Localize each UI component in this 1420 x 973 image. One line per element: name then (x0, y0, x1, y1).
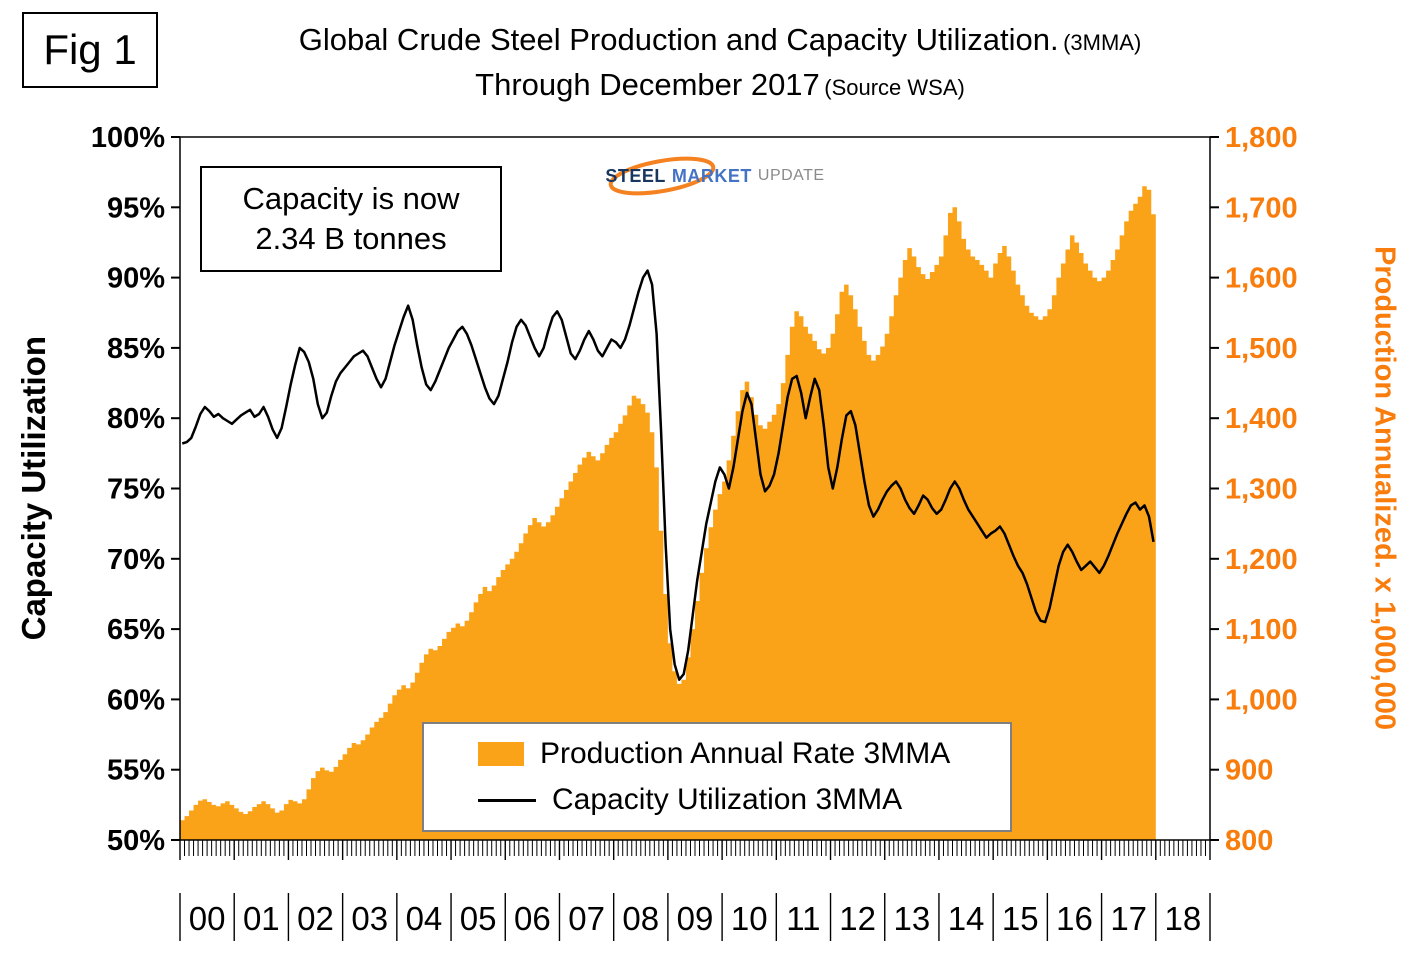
left-axis-title-wrap: Capacity Utilization (8, 137, 60, 840)
left-tick-label: 55% (107, 755, 165, 787)
left-tick-label: 90% (107, 263, 165, 295)
right-tick-label: 1,800 (1225, 122, 1298, 154)
left-tick-label: 75% (107, 474, 165, 506)
year-label: 16 (1056, 900, 1093, 937)
left-tick-label: 50% (107, 825, 165, 857)
year-label: 00 (189, 900, 226, 937)
title-main: Global Crude Steel Production and Capaci… (298, 22, 1059, 57)
year-label: 07 (568, 900, 605, 937)
utilization-line (181, 269, 1155, 681)
year-label: 10 (731, 900, 768, 937)
figure-label: Fig 1 (43, 26, 137, 73)
right-tick-label: 800 (1225, 825, 1273, 857)
capacity-annotation-line1: Capacity is now (242, 180, 460, 216)
legend-utilization-label: Capacity Utilization 3MMA (552, 783, 903, 816)
smu-logo: STEEL MARKET UPDATE (590, 154, 840, 198)
title-source: (Source WSA) (824, 74, 965, 100)
logo-swoosh-icon (608, 156, 716, 196)
year-label: 03 (351, 900, 388, 937)
year-label: 12 (839, 900, 876, 937)
right-tick-label: 900 (1225, 755, 1273, 787)
right-tick-label: 1,500 (1225, 333, 1298, 365)
chart-legend: Production Annual Rate 3MMA Capacity Uti… (422, 722, 1012, 832)
chart-title: Global Crude Steel Production and Capaci… (160, 18, 1280, 108)
title-line-2: Through December 2017 (Source WSA) (160, 63, 1280, 108)
left-tick-label: 65% (107, 614, 165, 646)
year-label: 13 (893, 900, 930, 937)
right-tick-label: 1,700 (1225, 192, 1298, 224)
logo-word-market: MARKET (671, 165, 752, 186)
right-tick-label: 1,600 (1225, 263, 1298, 295)
right-tick-label: 1,100 (1225, 614, 1298, 646)
year-label: 11 (786, 900, 820, 937)
left-tick-label: 70% (107, 544, 165, 576)
year-label: 15 (1002, 900, 1039, 937)
legend-row-utilization: Capacity Utilization 3MMA (478, 783, 1010, 817)
legend-row-production: Production Annual Rate 3MMA (478, 737, 1010, 771)
right-axis-title-wrap: Production Annualized. x 1,000,000 (1356, 137, 1412, 840)
logo-word-steel: STEEL (605, 165, 666, 186)
right-tick-label: 1,000 (1225, 684, 1298, 716)
right-tick-label: 1,400 (1225, 403, 1298, 435)
right-axis-title: Production Annualized. x 1,000,000 (1368, 246, 1401, 731)
year-label: 02 (297, 900, 334, 937)
year-label: 06 (514, 900, 551, 937)
capacity-annotation-box: Capacity is now 2.34 B tonnes (200, 166, 502, 272)
year-label: 18 (1165, 900, 1202, 937)
right-tick-label: 1,300 (1225, 474, 1298, 506)
right-tick-label: 1,200 (1225, 544, 1298, 576)
left-tick-label: 95% (107, 192, 165, 224)
title-3mma: (3MMA) (1063, 30, 1142, 55)
production-area (180, 186, 1156, 840)
production-swatch-icon (478, 742, 524, 766)
figure-label-box: Fig 1 (22, 12, 158, 88)
utilization-line-icon (478, 798, 536, 802)
left-tick-label: 80% (107, 403, 165, 435)
left-tick-label: 60% (107, 684, 165, 716)
year-label: 04 (406, 900, 443, 937)
left-tick-label: 100% (91, 122, 165, 154)
year-label: 14 (948, 900, 985, 937)
left-axis-title: Capacity Utilization (15, 336, 52, 641)
year-label: 01 (243, 900, 280, 937)
left-tick-label: 85% (107, 333, 165, 365)
year-label: 09 (677, 900, 714, 937)
legend-production-label: Production Annual Rate 3MMA (540, 737, 951, 770)
logo-word-update: UPDATE (757, 167, 825, 184)
title-period: Through December 2017 (475, 66, 820, 102)
year-label: 08 (622, 900, 659, 937)
capacity-annotation-line2: 2.34 B tonnes (255, 221, 447, 256)
year-label: 05 (460, 900, 497, 937)
year-label: 17 (1110, 900, 1147, 937)
title-line-1: Global Crude Steel Production and Capaci… (160, 18, 1280, 63)
